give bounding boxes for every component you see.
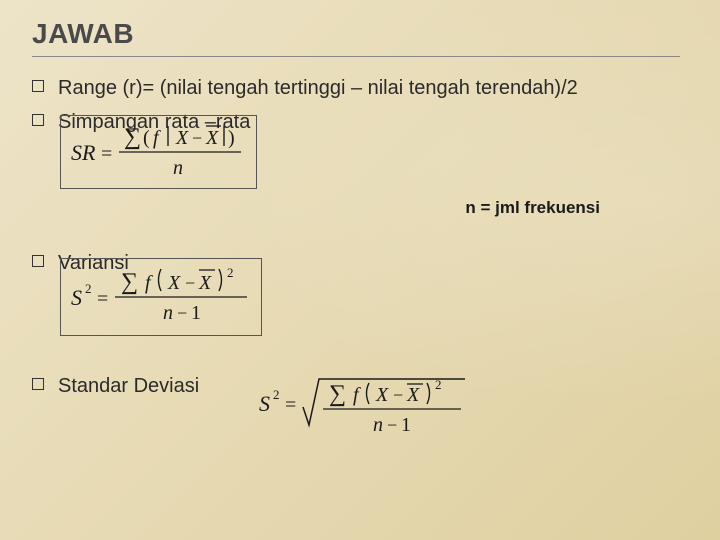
svg-text:S: S (71, 285, 82, 310)
list-item: Standar Deviasi (32, 373, 199, 399)
svg-text:=: = (101, 143, 112, 165)
bullet-box-icon (32, 80, 44, 92)
svg-text:X: X (205, 127, 219, 149)
svg-text:X: X (198, 272, 212, 294)
svg-text:): ) (228, 127, 235, 149)
svg-text:X: X (406, 384, 420, 406)
svg-text:=: = (285, 394, 296, 416)
svg-text:f: f (153, 127, 161, 149)
svg-text:=: = (97, 288, 108, 310)
formula-variance: S 2 = ∑ f X − X 2 n − 1 (60, 258, 262, 336)
svg-text:SR: SR (71, 140, 96, 165)
svg-text:∑: ∑ (124, 124, 141, 150)
svg-text:(: ( (143, 127, 150, 149)
standar-text: Standar Deviasi (58, 373, 199, 399)
svg-text:−: − (185, 273, 195, 293)
formula-std: S 2 = ∑ f X − X 2 n − 1 (259, 367, 469, 445)
formula-sr: SR = ∑ ( f X − X ) n (60, 115, 257, 189)
svg-text:n: n (173, 157, 183, 179)
svg-text:X: X (175, 127, 189, 149)
svg-text:1: 1 (191, 302, 201, 324)
range-text: Range (r)= (nilai tengah tertinggi – nil… (58, 75, 578, 101)
svg-text:2: 2 (273, 387, 280, 402)
svg-text:−: − (177, 303, 187, 323)
svg-text:2: 2 (435, 377, 442, 392)
formula-std-svg: S 2 = ∑ f X − X 2 n − 1 (259, 367, 469, 445)
svg-text:S: S (259, 391, 270, 416)
page-title: JAWAB (32, 18, 680, 57)
svg-text:−: − (387, 415, 397, 435)
svg-text:∑: ∑ (121, 269, 138, 295)
svg-text:1: 1 (401, 414, 411, 436)
bullet-box-icon (32, 255, 44, 267)
svg-text:−: − (192, 128, 202, 148)
svg-text:−: − (393, 385, 403, 405)
bullet-box-icon (32, 114, 44, 126)
svg-text:n: n (163, 302, 173, 324)
svg-text:f: f (145, 272, 153, 294)
formula-variance-svg: S 2 = ∑ f X − X 2 n − 1 (71, 265, 251, 327)
svg-text:∑: ∑ (329, 381, 346, 407)
svg-text:n: n (373, 414, 383, 436)
bullet-box-icon (32, 378, 44, 390)
svg-text:X: X (375, 384, 389, 406)
svg-text:2: 2 (227, 265, 234, 280)
formula-sr-svg: SR = ∑ ( f X − X ) n (71, 122, 246, 180)
svg-text:2: 2 (85, 281, 92, 296)
note-text: n = jml frekuensi (32, 198, 680, 218)
svg-text:f: f (353, 384, 361, 406)
svg-text:X: X (167, 272, 181, 294)
list-item: Range (r)= (nilai tengah tertinggi – nil… (32, 75, 680, 101)
